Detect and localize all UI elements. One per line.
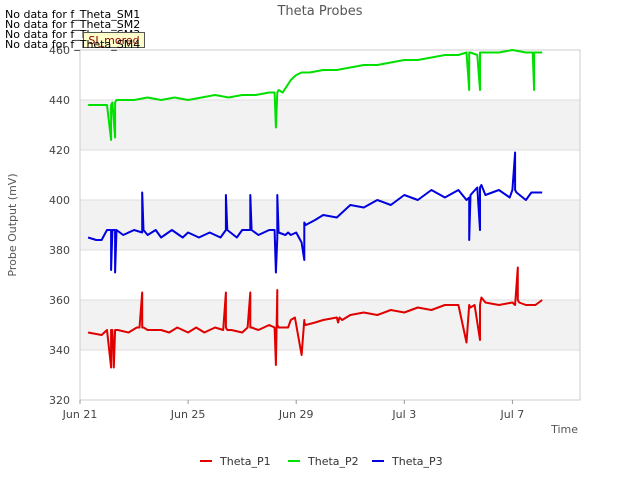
y-tick-label: 440 [49,94,70,107]
nodata-message-3: No data for f_Theta_SM3 [5,28,141,41]
y-tick-label: 340 [49,344,70,357]
legend-item-theta-p2: Theta_P2 [288,455,359,468]
series-line-theta-p1 [87,266,543,369]
x-tick-label: Jun 29 [278,408,314,421]
legend-label: Theta_P2 [307,455,359,468]
tooltip-badge: SI_mored [83,32,145,48]
series-line-theta-p3 [87,151,543,274]
grid-band-0 [80,300,580,350]
y-tick-label: 400 [49,194,70,207]
x-tick-label: Jul 7 [500,408,525,421]
legend-item-theta-p1: Theta_P1 [200,455,271,468]
y-tick-label: 380 [49,244,70,257]
nodata-message-4: No data for f_Theta_SM4 [5,38,141,51]
x-axis-label: Time [550,423,578,436]
y-axis-label: Probe Output (mV) [6,173,19,276]
nodata-message-2: No data for f_Theta_SM2 [5,18,141,31]
legend: Theta_P1 Theta_P2 Theta_P3 [200,455,443,468]
series-line-theta-p2 [88,49,543,141]
y-tick-label: 420 [49,144,70,157]
nodata-message-1: No data for f_Theta_SM1 [5,8,141,21]
y-tick-label: 320 [49,394,70,407]
x-tick-label: Jun 21 [62,408,98,421]
x-tick-label: Jul 3 [391,408,416,421]
grid-band-1 [80,200,580,250]
grid-band-2 [80,100,580,150]
legend-item-theta-p3: Theta_P3 [372,455,443,468]
x-tick-label: Jun 25 [170,408,206,421]
plot-area [79,49,581,401]
y-tick-label: 360 [49,294,70,307]
legend-label: Theta_P1 [219,455,271,468]
legend-label: Theta_P3 [391,455,443,468]
chart-title: Theta Probes [276,4,362,19]
y-tick-label: 460 [49,44,70,57]
